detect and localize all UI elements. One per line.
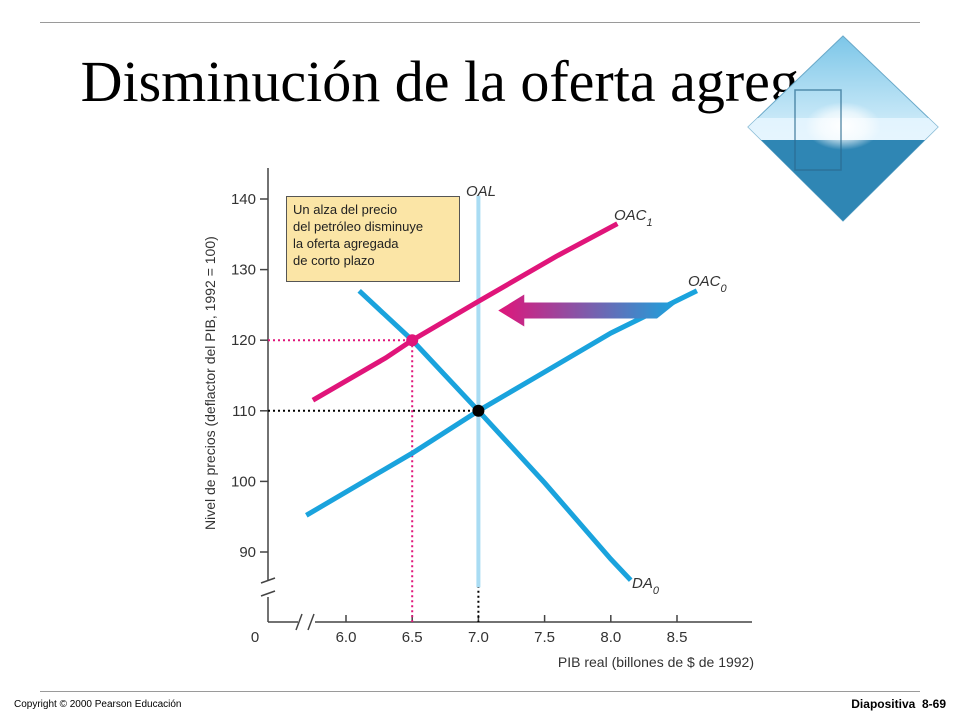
- bottom-rule: [40, 691, 920, 692]
- x-tick-label: 6.5: [402, 629, 423, 646]
- y-break-mark-2: [260, 590, 276, 597]
- slide-number: Diapositiva 8-69: [851, 697, 946, 711]
- slide-title: Disminución de la oferta agregada: [80, 49, 880, 114]
- y-tick-label: 130: [231, 262, 256, 279]
- y-tick-label: 100: [231, 473, 256, 490]
- x-break-mark-1: [295, 613, 303, 631]
- beach-photo-diamond: [747, 35, 939, 222]
- x-tick-label: 8.0: [600, 629, 621, 646]
- oal-label: OAL: [466, 183, 496, 200]
- oac0-label: OAC0: [688, 273, 728, 295]
- y-tick-label: 90: [239, 544, 256, 561]
- top-rule: [40, 22, 920, 23]
- annotation-line: la oferta agregada: [293, 236, 399, 251]
- y-break-mark-1: [260, 577, 276, 584]
- x-tick-label: 8.5: [667, 629, 688, 646]
- slide-number-value: 8-69: [921, 697, 946, 711]
- oac1-curve: [311, 221, 619, 403]
- equilibrium-point: [406, 334, 419, 347]
- annotation-line: de corto plazo: [293, 253, 375, 268]
- da0-curve: [357, 288, 633, 582]
- x-break-mark-2: [307, 613, 315, 631]
- shift-arrow: [498, 294, 677, 327]
- y-tick-label: 110: [232, 403, 256, 420]
- y-tick-label: 120: [231, 332, 256, 349]
- annotation-box: Un alza del precio del petróleo disminuy…: [286, 196, 460, 282]
- copyright-text: Copyright © 2000 Pearson Educación: [14, 699, 182, 710]
- y-tick-label: 140: [231, 191, 256, 208]
- x-axis-title: PIB real (billones de $ de 1992): [558, 654, 754, 670]
- origin-label: 0: [251, 629, 259, 646]
- annotation-line: Un alza del precio: [293, 202, 398, 217]
- y-axis-title: Nivel de precios (deflactor del PIB, 199…: [202, 236, 218, 530]
- oac0-curve: [305, 288, 699, 518]
- annotation-line: del petróleo disminuye: [293, 219, 424, 234]
- x-tick-label: 7.5: [534, 629, 555, 646]
- equilibrium-point: [472, 404, 485, 417]
- oac1-label: OAC1: [614, 207, 653, 229]
- da0-label: DA0: [632, 575, 660, 597]
- slide-label: Diapositiva: [851, 697, 916, 711]
- x-tick-label: 7.0: [468, 629, 489, 646]
- x-tick-label: 6.0: [336, 629, 357, 646]
